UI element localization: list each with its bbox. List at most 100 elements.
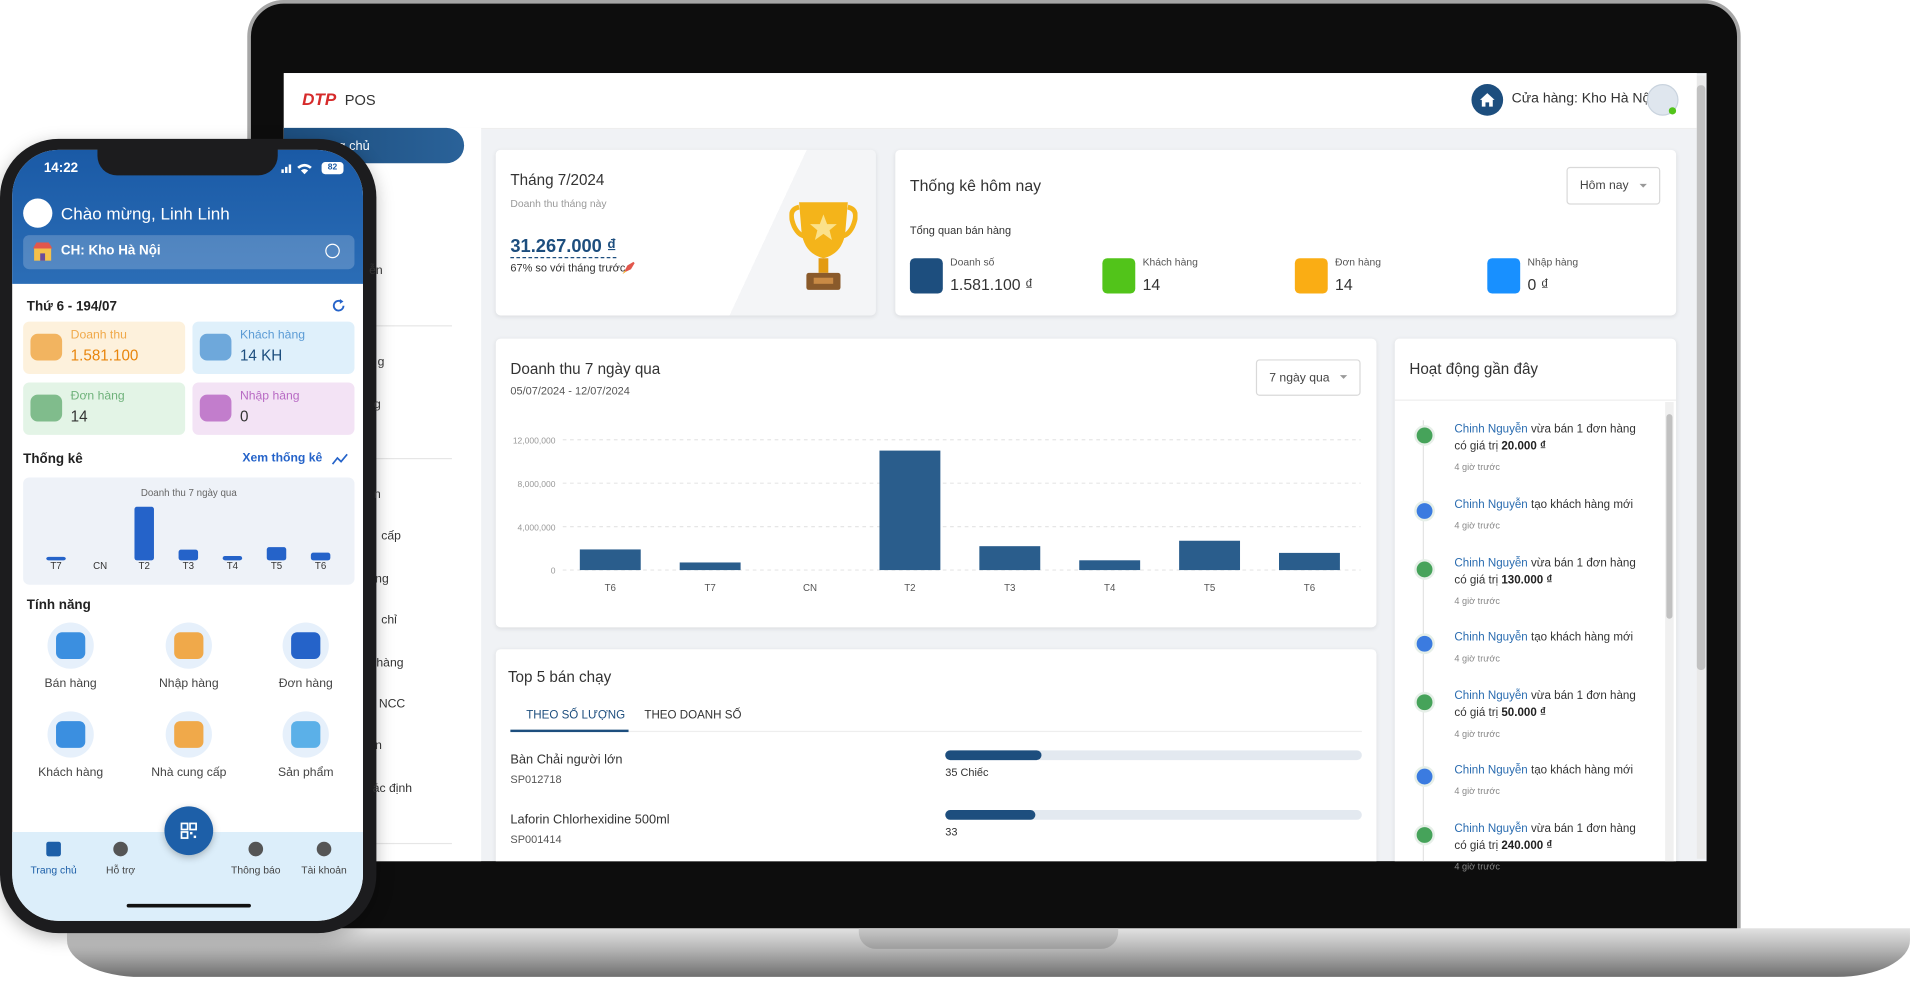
store-name[interactable]: Cửa hàng: Kho Hà Nội xyxy=(1511,91,1654,106)
activity-user[interactable]: Chinh Nguyễn xyxy=(1454,689,1528,703)
menu-item[interactable]: ễn xyxy=(369,264,383,278)
nav-label[interactable]: Trang chủ xyxy=(30,863,77,876)
rocket-icon xyxy=(622,261,635,275)
x-tick-label: T7 xyxy=(704,583,715,594)
stat-icon xyxy=(1294,258,1328,294)
x-tick-label: T4 xyxy=(1104,583,1116,594)
stats-link[interactable]: Xem thống kê xyxy=(242,451,323,466)
logo: DTP xyxy=(302,88,337,109)
avatar-status xyxy=(1668,107,1677,115)
month-value: 31.267.000 ₫ xyxy=(510,236,617,259)
activity-icon xyxy=(1414,425,1435,446)
feature-label[interactable]: Sản phẩm xyxy=(277,766,334,780)
progress-bar xyxy=(945,750,1042,761)
menu-item[interactable]: NCC xyxy=(378,697,406,712)
bar xyxy=(579,549,641,571)
activity-action: tạo khách hàng mới xyxy=(1530,630,1634,645)
bar xyxy=(134,506,154,561)
feature-label[interactable]: Bán hàng xyxy=(44,677,97,691)
menu-item[interactable]: ng xyxy=(375,572,389,586)
menu-item[interactable]: ác định xyxy=(372,782,413,796)
feature-label[interactable]: Khách hàng xyxy=(38,766,104,780)
x-tick-label: T7 xyxy=(50,561,61,572)
y-tick-label: 12,000,000 xyxy=(513,435,556,445)
bar xyxy=(310,552,331,561)
qr-button[interactable] xyxy=(164,806,214,856)
mini-chart-title: Doanh thu 7 ngày qua xyxy=(140,487,237,499)
activity-action: vừa bán 1 đơn hàng có giá trị xyxy=(1454,556,1636,588)
activity-action: tạo khách hàng mới xyxy=(1530,498,1634,512)
tab-active[interactable]: THEO SỐ LƯỢNG xyxy=(526,708,626,723)
menu-item[interactable]: hàng xyxy=(376,656,404,670)
activity-time: 4 giờ trước xyxy=(1454,520,1500,532)
x-tick-label: CN xyxy=(803,583,817,594)
activity-action: tạo khách hàng mới xyxy=(1530,763,1634,778)
activity-text: Chinh Nguyễn tạo khách hàng mới xyxy=(1454,497,1646,514)
stat-label: Doanh số xyxy=(950,255,995,268)
activity-icon xyxy=(1414,500,1435,522)
stat-icon xyxy=(1487,258,1521,294)
menu-item[interactable]: cấp xyxy=(381,529,401,544)
tile-value: 0 xyxy=(239,408,249,426)
menu-item[interactable]: chỉ xyxy=(381,613,397,628)
activity-icon xyxy=(1414,691,1435,713)
stat-value: 14 xyxy=(1335,275,1353,294)
activity-time: 4 giờ trước xyxy=(1454,461,1500,473)
activity-user[interactable]: Chinh Nguyễn xyxy=(1454,630,1528,645)
activity-icon xyxy=(1414,824,1435,846)
x-tick-label: T2 xyxy=(904,583,915,594)
menu-item[interactable]: g xyxy=(377,355,385,370)
progress-track xyxy=(945,810,1362,820)
menu-item[interactable]: g xyxy=(373,398,381,412)
tile-value: 1.581.100 xyxy=(70,347,139,365)
activity-user[interactable]: Chinh Nguyễn xyxy=(1454,422,1528,437)
qr-icon xyxy=(180,822,197,839)
revenue-chart: 0 4,000,000 8,000,000 12,000,000 T6 T7 CN T2 T3 T… xyxy=(513,435,1361,594)
nav-label[interactable]: Thông báo xyxy=(231,863,281,876)
feature-label[interactable]: Nhập hàng xyxy=(159,677,219,691)
feature-icon xyxy=(56,632,86,659)
app-name: POS xyxy=(344,91,376,109)
activity-user[interactable]: Chinh Nguyễn xyxy=(1454,498,1528,512)
today-card xyxy=(895,149,1677,316)
feature-label[interactable]: Nhà cung cấp xyxy=(151,766,227,780)
feature-icon xyxy=(56,721,86,748)
menu-item[interactable]: n xyxy=(373,488,381,502)
activity-amount: 240.000 ₫ xyxy=(1501,839,1553,853)
product-name: Laforin Chlorhexidine 500ml xyxy=(510,812,670,828)
activity-icon xyxy=(1414,559,1435,580)
progress-track xyxy=(945,750,1362,761)
nav-label[interactable]: Hỗ trợ xyxy=(105,863,136,876)
progress-label: 33 xyxy=(945,825,958,839)
activity-user[interactable]: Chinh Nguyễn xyxy=(1454,763,1528,778)
y-tick-label: 8,000,000 xyxy=(518,479,556,489)
activity-user[interactable]: Chinh Nguyễn xyxy=(1454,556,1528,571)
activity-text: Chinh Nguyễn vừa bán 1 đơn hàng có giá t… xyxy=(1454,688,1646,722)
x-tick-label: T6 xyxy=(605,583,616,594)
tile-icon xyxy=(199,394,232,422)
tile-icon xyxy=(199,333,232,361)
tile-icon xyxy=(30,333,63,361)
x-tick-label: T3 xyxy=(183,561,194,572)
menu-item[interactable]: n xyxy=(375,739,382,753)
store-selector[interactable] xyxy=(23,235,355,270)
bar xyxy=(1279,552,1340,571)
activity-time: 4 giờ trước xyxy=(1454,861,1500,873)
feature-label[interactable]: Đơn hàng xyxy=(278,677,333,691)
app-header xyxy=(283,73,1697,130)
tab[interactable]: THEO DOANH SỐ xyxy=(644,708,742,723)
activity-card xyxy=(1394,338,1677,862)
phone-time: 14:22 xyxy=(43,160,79,176)
stat-value: 0 ₫ xyxy=(1527,275,1549,294)
refresh-icon[interactable] xyxy=(331,298,346,313)
nav-label[interactable]: Tài khoản xyxy=(301,863,347,876)
activity-text: Chinh Nguyễn vừa bán 1 đơn hàng có giá t… xyxy=(1454,555,1646,589)
y-tick-label: 4,000,000 xyxy=(518,522,556,532)
activity-title: Hoạt động gần đây xyxy=(1409,360,1539,378)
home-button[interactable] xyxy=(1471,84,1504,116)
activity-divider xyxy=(1394,399,1677,401)
today-filter[interactable]: Hôm nay xyxy=(1566,166,1661,205)
activity-user[interactable]: Chinh Nguyễn xyxy=(1454,822,1528,836)
chart-filter[interactable]: 7 ngày qua xyxy=(1255,359,1361,396)
tab-bar xyxy=(510,730,1362,733)
